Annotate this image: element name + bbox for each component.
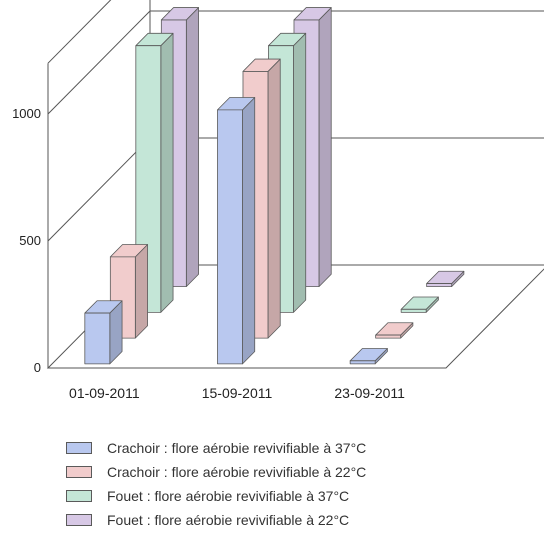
bar-side <box>318 7 332 288</box>
y-tick-label: 1000 <box>12 106 41 121</box>
bar <box>426 270 465 288</box>
chart-bars <box>84 7 465 365</box>
bar-side <box>134 244 148 339</box>
bar-side <box>293 32 307 313</box>
bar-top <box>400 296 439 310</box>
gridline-left <box>47 137 151 242</box>
legend-label: Crachoir : flore aérobie revivifiable à … <box>107 464 367 480</box>
bar-front <box>400 308 427 313</box>
gridline-left <box>47 10 151 115</box>
legend-label: Crachoir : flore aérobie revivifiable à … <box>107 440 367 456</box>
legend-label: Fouet : flore aérobie revivifiable à 37°… <box>107 488 350 504</box>
y-axis-ticks: 0 500 1000 <box>12 106 41 375</box>
bar-top <box>349 348 388 362</box>
chart-legend: Crachoir : flore aérobie revivifiable à … <box>66 436 366 532</box>
bar <box>400 296 439 313</box>
bar-front <box>84 312 111 365</box>
x-category-label: 23-09-2011 <box>334 385 405 401</box>
legend-item: Crachoir : flore aérobie revivifiable à … <box>66 460 366 484</box>
wall-top-edge <box>47 0 112 64</box>
legend-swatch <box>66 490 92 502</box>
bar-side <box>160 32 174 313</box>
y-tick-label: 500 <box>19 233 41 248</box>
bar-side <box>242 97 256 365</box>
bar-top <box>375 322 414 336</box>
bar-front <box>375 334 402 339</box>
y-tick-label: 0 <box>34 360 41 375</box>
legend-swatch <box>66 514 92 526</box>
legend-item: Crachoir : flore aérobie revivifiable à … <box>66 436 366 460</box>
legend-label: Fouet : flore aérobie revivifiable à 22°… <box>107 512 350 528</box>
x-axis-ticks: 01-09-2011 15-09-2011 23-09-2011 <box>69 385 405 401</box>
bar <box>375 322 414 339</box>
bar <box>349 348 388 365</box>
bar-front <box>349 360 376 365</box>
legend-swatch <box>66 442 92 454</box>
legend-swatch <box>66 466 92 478</box>
bar-front <box>426 283 453 288</box>
bar-side <box>267 58 281 339</box>
bar-top <box>426 270 465 284</box>
legend-item: Fouet : flore aérobie revivifiable à 37°… <box>66 484 366 508</box>
bar-side <box>185 7 199 288</box>
legend-item: Fouet : flore aérobie revivifiable à 22°… <box>66 508 366 532</box>
bar-front <box>217 109 243 365</box>
bar <box>217 97 256 365</box>
x-category-label: 01-09-2011 <box>69 385 140 401</box>
bar <box>84 300 123 365</box>
x-category-label: 15-09-2011 <box>202 385 273 401</box>
